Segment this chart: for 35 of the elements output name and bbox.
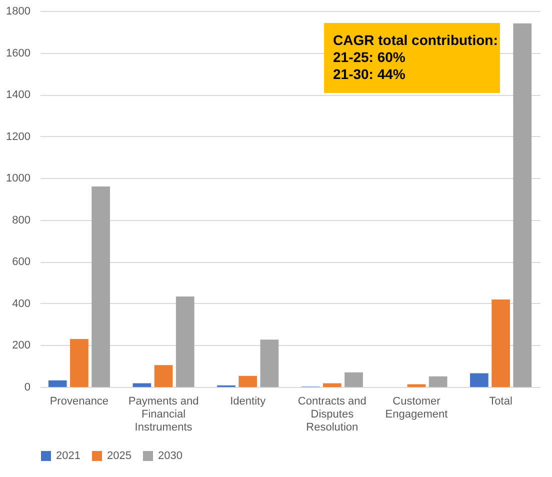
x-tick-label: Total bbox=[489, 396, 512, 408]
annotation: CAGR total contribution: 21-25: 60% 21-30: 44% bbox=[333, 32, 498, 82]
bar bbox=[92, 186, 110, 387]
legend-label: 2025 bbox=[107, 450, 132, 462]
x-tick-label: Payments and Financial Instruments bbox=[128, 396, 199, 434]
x-tick-label: Identity bbox=[230, 396, 266, 408]
y-tick-label: 0 bbox=[24, 382, 30, 394]
y-tick-label: 1000 bbox=[6, 172, 30, 185]
bar bbox=[132, 383, 152, 387]
x-tick-label: Provenance bbox=[50, 396, 109, 408]
bar bbox=[176, 296, 194, 387]
bar bbox=[407, 384, 426, 387]
y-tick-label: 200 bbox=[12, 340, 30, 352]
bar bbox=[154, 365, 173, 387]
legend-label: 2030 bbox=[158, 450, 182, 462]
y-tick-label: 400 bbox=[12, 298, 30, 310]
bar bbox=[513, 23, 532, 387]
bar bbox=[260, 340, 279, 387]
y-tick-label: 1800 bbox=[6, 6, 30, 18]
bar bbox=[344, 372, 363, 387]
x-tick-label: Contracts and Disputes Resolution bbox=[298, 396, 366, 434]
y-tick-label: 800 bbox=[12, 214, 30, 226]
bar bbox=[70, 338, 88, 387]
bar bbox=[428, 376, 448, 387]
bar bbox=[470, 373, 488, 387]
bar bbox=[238, 376, 258, 387]
x-tick-label: Customer Engagement bbox=[385, 396, 448, 420]
y-tick-label: 1600 bbox=[6, 47, 30, 60]
legend-label: 2021 bbox=[56, 450, 80, 462]
bar bbox=[322, 383, 342, 387]
y-tick-label: 1400 bbox=[6, 89, 30, 102]
y-tick-label: 600 bbox=[12, 256, 30, 268]
bar bbox=[492, 299, 510, 387]
y-tick-label: 1200 bbox=[6, 130, 30, 143]
bar bbox=[48, 380, 67, 387]
